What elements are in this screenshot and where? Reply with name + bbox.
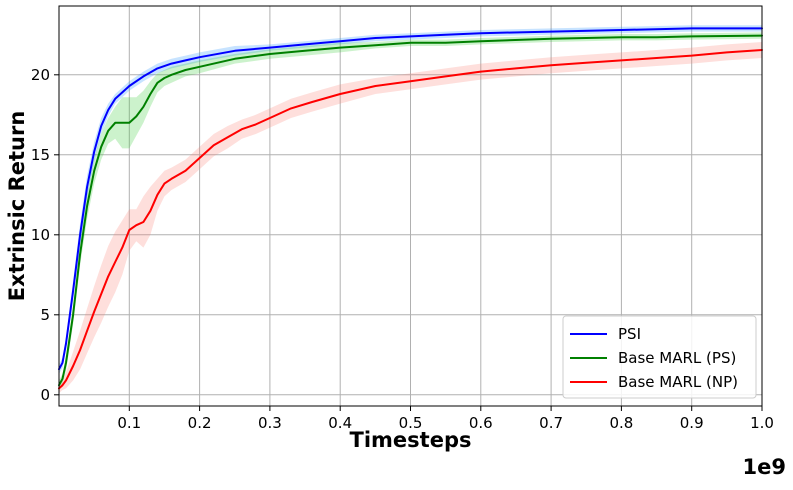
ticks: 0.1 0.2 0.3 0.4 0.5 0.6 0.7 0.8 0.9 1.0 0 5 10 15 20 — [31, 66, 774, 432]
legend-label-psi: PSI — [618, 325, 641, 343]
y-axis-title: Extrinsic Return — [5, 111, 29, 302]
y-tick-label: 10 — [31, 226, 50, 244]
x-axis-title: Timesteps — [350, 428, 472, 452]
x-tick-label: 0.3 — [258, 414, 282, 432]
band-base-marl-np — [59, 42, 762, 394]
y-tick-label: 5 — [40, 306, 50, 324]
y-tick-label: 0 — [40, 386, 50, 404]
y-tick-label: 15 — [31, 146, 50, 164]
series-line-base-marl-ps — [58, 34, 763, 387]
x-tick-label: 0.6 — [469, 414, 493, 432]
x-tick-label: 0.2 — [188, 414, 212, 432]
x-tick-label: 1.0 — [750, 414, 774, 432]
series-line-base-marl-np — [58, 49, 763, 390]
legend-box — [562, 315, 757, 399]
legend: PSI Base MARL (PS) Base MARL (NP) — [562, 315, 757, 399]
y-tick-label: 20 — [31, 66, 50, 84]
x-tick-label: 0.9 — [680, 414, 704, 432]
legend-label-base-marl-ps: Base MARL (PS) — [618, 349, 736, 367]
x-tick-label: 0.4 — [328, 414, 352, 432]
series-line-psi — [58, 27, 763, 371]
x-tick-label: 0.7 — [539, 414, 563, 432]
series-lines — [58, 27, 763, 390]
x-tick-label: 0.5 — [399, 414, 423, 432]
x-axis-offset-label: 1e9 — [743, 455, 786, 479]
x-tick-label: 0.1 — [117, 414, 141, 432]
x-tick-label: 0.8 — [609, 414, 633, 432]
legend-label-base-marl-np: Base MARL (NP) — [618, 373, 738, 391]
confidence-bands — [59, 25, 762, 394]
